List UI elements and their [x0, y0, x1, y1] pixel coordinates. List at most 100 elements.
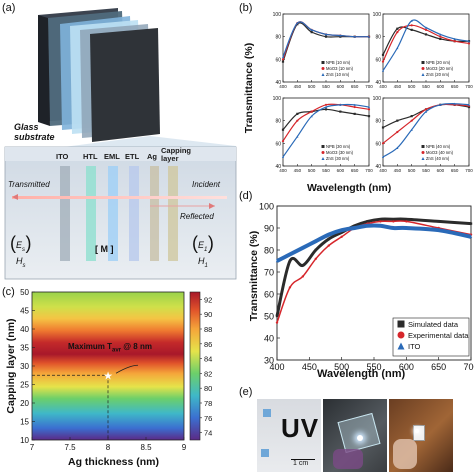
data-point — [396, 130, 399, 134]
y-tick-label: 80 — [375, 35, 381, 41]
data-point — [324, 105, 328, 109]
capping-layer-plate — [90, 28, 160, 142]
data-point — [296, 112, 299, 115]
panel-d-ylabel: Transmittance (%) — [248, 230, 260, 322]
x-tick-label: 600 — [437, 84, 445, 89]
legend-label: ITO — [408, 342, 421, 351]
x-tick-label: 550 — [422, 84, 430, 89]
legend-marker — [321, 67, 325, 70]
panel-c-ylabel: Capping layer (nm) — [5, 318, 17, 414]
legend-label: ZnS (10 nm) — [326, 72, 350, 77]
colorbar-tick-label: 78 — [204, 399, 212, 408]
data-point — [327, 233, 330, 236]
x-tick-label: 500 — [408, 168, 416, 173]
y-tick-label: 100 — [259, 202, 274, 212]
x-tick-label: 450 — [294, 168, 302, 173]
y-tick-label: 60 — [375, 141, 381, 147]
y-tick-label: 10 — [20, 436, 29, 445]
panel-c: (c) 10 15 20 25 30 35 40 45 50 7 7.5 8 8.5 9 ★ 74 76 78 80… — [0, 284, 237, 474]
panel-e: (e) UV 1 cm — [237, 384, 474, 474]
y-tick-label: 25 — [20, 381, 29, 390]
legend-marker — [397, 331, 405, 339]
data-point — [467, 40, 471, 43]
data-point — [353, 105, 356, 109]
y-tick-label: 100 — [273, 12, 282, 18]
x-tick-label: 500 — [408, 84, 416, 89]
data-point — [296, 135, 299, 138]
y-tick-label: 40 — [20, 325, 29, 334]
panel-b-label: (b) — [239, 2, 253, 14]
legend-label: NPB (30 nm) — [326, 144, 351, 149]
data-point — [381, 155, 385, 159]
legend-marker — [421, 67, 425, 70]
data-point — [353, 224, 356, 227]
x-tick-label: 450 — [394, 168, 402, 173]
x-tick-label: 700 — [465, 168, 473, 173]
photo-uv-sample: UV 1 cm — [257, 399, 321, 472]
colorbar-tick-label: 82 — [204, 369, 212, 378]
x-tick-label: 650 — [451, 168, 459, 173]
data-point — [367, 35, 371, 38]
data-point — [314, 257, 317, 260]
x-tick-label: 450 — [394, 84, 402, 89]
y-tick-label: 70 — [264, 268, 274, 278]
layer-label-eml: EML — [104, 152, 120, 161]
data-point — [310, 28, 313, 31]
data-point — [424, 108, 428, 111]
legend-label: Simulated data — [408, 320, 459, 329]
data-point — [439, 103, 442, 106]
x-tick-label: 700 — [465, 84, 473, 89]
data-point — [301, 275, 305, 278]
y-tick-label: 100 — [273, 96, 282, 102]
data-point — [439, 35, 442, 38]
y-tick-label: 40 — [275, 164, 281, 170]
legend-label: NPB (40 nm) — [426, 144, 451, 149]
data-point — [367, 115, 371, 118]
data-point — [424, 26, 428, 29]
data-point — [296, 119, 299, 122]
data-point — [275, 321, 279, 324]
data-point — [396, 146, 399, 149]
data-point — [396, 27, 399, 30]
data-point — [396, 119, 399, 122]
photo-bent-device — [389, 399, 453, 472]
layer-label-etl: ETL — [125, 152, 140, 161]
data-point — [367, 105, 371, 109]
x-tick-label: 400 — [279, 84, 287, 89]
data-point — [437, 220, 440, 223]
legend-marker — [321, 73, 325, 76]
data-point — [324, 103, 328, 106]
x-tick-label: 500 — [308, 84, 316, 89]
data-point — [281, 55, 285, 59]
legend-label: MoO3 (30 nm) — [326, 150, 354, 155]
legend-marker — [421, 73, 425, 76]
legend-label: ZnS (40 nm) — [426, 156, 450, 161]
legend-marker — [321, 157, 325, 160]
data-point — [424, 110, 428, 113]
x-tick-label: 650 — [451, 84, 459, 89]
panel-c-label: (c) — [2, 286, 15, 298]
data-point — [453, 102, 456, 105]
y-tick-label: 30 — [20, 362, 29, 371]
data-point — [275, 259, 279, 263]
max-annotation: Maximum Tavr @ 8 nm — [68, 342, 152, 354]
panel-b-chart-grid: 40 60 80 100 400 450 500 550 600 650 700 NPB (10 nm… — [273, 12, 474, 173]
x-tick-label: 400 — [379, 168, 387, 173]
layer-label-ito: ITO — [56, 152, 69, 161]
data-point — [379, 218, 382, 221]
y-tick-label: 60 — [264, 290, 274, 300]
data-point — [424, 33, 428, 36]
y-tick-label: 60 — [375, 57, 381, 63]
max-star-icon: ★ — [103, 370, 113, 382]
x-tick-label: 600 — [337, 84, 345, 89]
x-tick-label: 500 — [308, 168, 316, 173]
x-tick-label: 8 — [106, 443, 111, 452]
data-point — [340, 235, 343, 238]
panel-d-xlabel: Wavelength (nm) — [317, 368, 406, 380]
data-point — [392, 220, 395, 223]
data-point — [367, 108, 371, 111]
data-point — [301, 246, 305, 249]
data-point — [379, 220, 382, 223]
data-point — [314, 240, 317, 243]
x-tick-label: 650 — [351, 84, 359, 89]
